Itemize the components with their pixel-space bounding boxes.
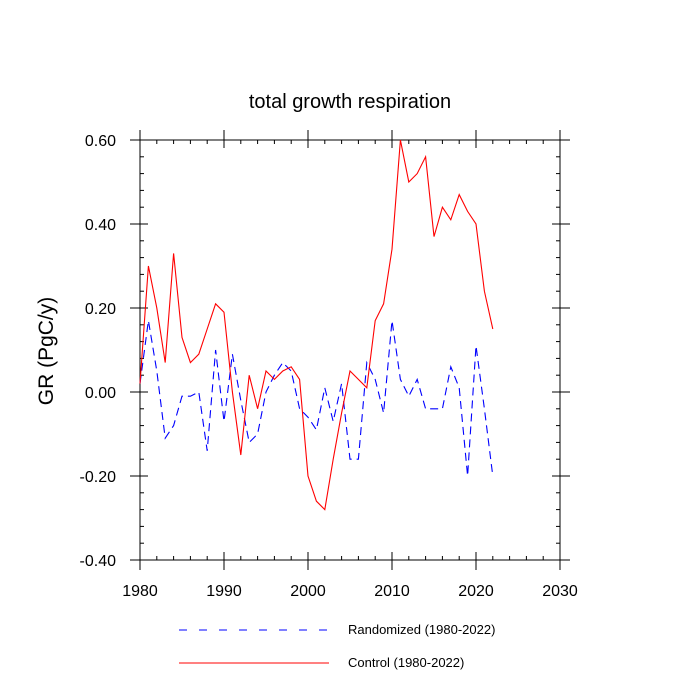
y-tick-label: 0.00 — [85, 385, 116, 402]
y-tick-label: 0.40 — [85, 217, 116, 234]
chart-title: total growth respiration — [249, 91, 451, 113]
plot-frame — [139, 139, 561, 561]
y-tick-label: 0.20 — [85, 301, 116, 318]
legend-label: Control (1980-2022) — [348, 655, 464, 670]
series-line-randomized — [139, 320, 494, 477]
series-layer — [139, 139, 494, 511]
y-tick-label: -0.40 — [80, 553, 117, 570]
legend-label: Randomized (1980-2022) — [348, 622, 495, 637]
legend: Randomized (1980-2022) Control (1980-2022… — [179, 622, 495, 670]
y-axis-label: GR (PgC/y) — [35, 297, 58, 406]
x-tick-label: 1980 — [122, 583, 158, 600]
axis-ticks: 1980 1990 2000 2010 2020 2030 -0.40 -0.20 0.00 0.… — [80, 130, 578, 600]
series-line-control — [139, 139, 494, 511]
x-tick-label: 1990 — [206, 583, 242, 600]
y-tick-label: -0.20 — [80, 469, 117, 486]
x-tick-label: 2030 — [542, 583, 578, 600]
x-tick-label: 2020 — [458, 583, 494, 600]
y-tick-label: 0.60 — [85, 133, 116, 150]
x-tick-label: 2010 — [374, 583, 410, 600]
x-tick-label: 2000 — [290, 583, 326, 600]
